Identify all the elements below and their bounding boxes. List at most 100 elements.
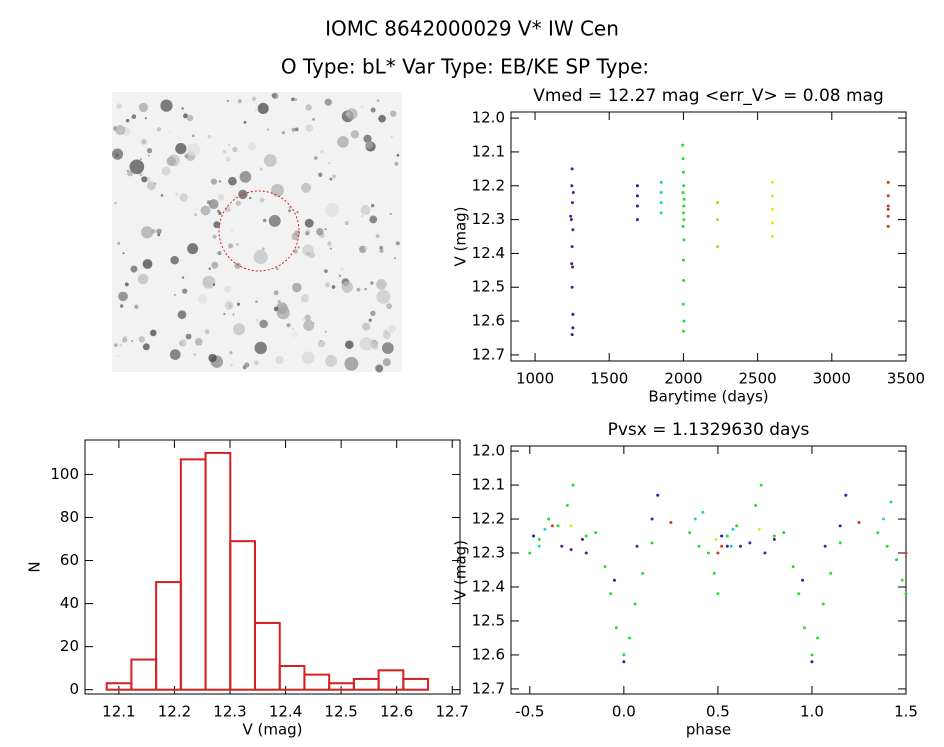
star	[223, 312, 226, 315]
data-point	[857, 520, 861, 524]
star	[204, 329, 210, 335]
data-point	[681, 211, 685, 215]
star	[346, 108, 358, 120]
star	[161, 166, 171, 176]
data-point	[904, 551, 908, 555]
star	[160, 99, 173, 112]
page-subtitle: O Type: bL* Var Type: EB/KE SP Type:	[281, 55, 649, 79]
data-point	[570, 285, 574, 289]
y-tick-label: 0	[69, 680, 79, 698]
data-point	[886, 194, 890, 198]
data-point	[697, 544, 701, 548]
data-point	[569, 218, 573, 222]
star	[126, 169, 129, 172]
y-tick-label: 80	[60, 508, 79, 526]
y-tick-label: 12.7	[472, 345, 505, 363]
data-point	[580, 537, 584, 541]
star	[394, 161, 399, 166]
data-point	[829, 571, 833, 575]
aperture-circle	[218, 190, 300, 272]
star	[324, 228, 327, 231]
data-point	[782, 531, 786, 535]
star	[160, 194, 164, 197]
star	[179, 339, 187, 347]
star	[276, 267, 279, 271]
y-tick-label: 12.2	[472, 176, 505, 194]
star	[207, 134, 212, 139]
star	[141, 176, 148, 183]
data-point	[770, 221, 774, 225]
star	[375, 364, 384, 373]
data-point	[720, 544, 724, 548]
x-tick-label: 12.2	[158, 703, 191, 721]
x-axis-label: phase	[686, 721, 731, 739]
star	[236, 242, 239, 246]
data-point	[886, 224, 890, 228]
star	[181, 276, 185, 279]
data-point	[725, 544, 729, 548]
star	[217, 209, 220, 213]
star	[328, 162, 331, 165]
histogram-bar	[303, 673, 331, 691]
star	[139, 173, 143, 177]
data-point	[633, 602, 637, 606]
star	[217, 251, 222, 256]
star	[218, 194, 225, 201]
star	[139, 158, 142, 161]
data-point	[770, 235, 774, 238]
data-point	[669, 520, 673, 524]
plot-frame	[510, 111, 907, 362]
y-tick-label: 12.1	[472, 476, 505, 494]
data-point	[714, 537, 718, 541]
data-point	[681, 191, 685, 195]
star	[329, 177, 333, 181]
x-tick-label: -0.5	[515, 703, 544, 721]
star	[376, 279, 387, 290]
data-point	[635, 218, 639, 222]
data-point	[885, 544, 889, 548]
star	[202, 278, 210, 286]
star	[224, 301, 234, 310]
data-point	[635, 184, 639, 188]
star	[212, 283, 216, 286]
data-point	[641, 571, 645, 575]
star	[146, 147, 153, 154]
star	[361, 214, 364, 218]
star	[324, 98, 332, 106]
star	[324, 330, 327, 333]
data-point	[594, 531, 598, 535]
star	[275, 355, 284, 365]
data-point	[570, 333, 574, 337]
data-point	[886, 204, 890, 208]
histogram-bar	[229, 540, 256, 691]
y-tick-label: 60	[60, 551, 79, 569]
star	[213, 221, 221, 229]
star	[234, 262, 241, 269]
star	[324, 269, 328, 273]
x-tick-label: 1.0	[800, 703, 824, 721]
data-point	[900, 578, 904, 582]
data-point	[570, 201, 574, 205]
star	[186, 142, 201, 157]
data-point	[650, 541, 654, 545]
histogram-bar	[179, 458, 207, 691]
star	[243, 121, 247, 124]
star	[320, 150, 324, 154]
chart-title: Vmed = 12.27 mag <err_V> = 0.08 mag	[533, 86, 884, 106]
star	[387, 324, 397, 333]
star	[197, 294, 208, 304]
data-point	[584, 534, 588, 538]
star	[125, 118, 130, 123]
star	[173, 293, 176, 296]
star	[362, 322, 371, 331]
star	[175, 193, 178, 196]
data-point	[614, 626, 618, 630]
data-point	[770, 180, 774, 184]
data-point	[701, 510, 705, 514]
star	[360, 106, 363, 109]
data-point	[556, 524, 560, 528]
data-point	[609, 592, 613, 596]
histogram-bar	[352, 677, 380, 691]
histogram-bar	[130, 658, 158, 691]
star	[131, 114, 137, 120]
